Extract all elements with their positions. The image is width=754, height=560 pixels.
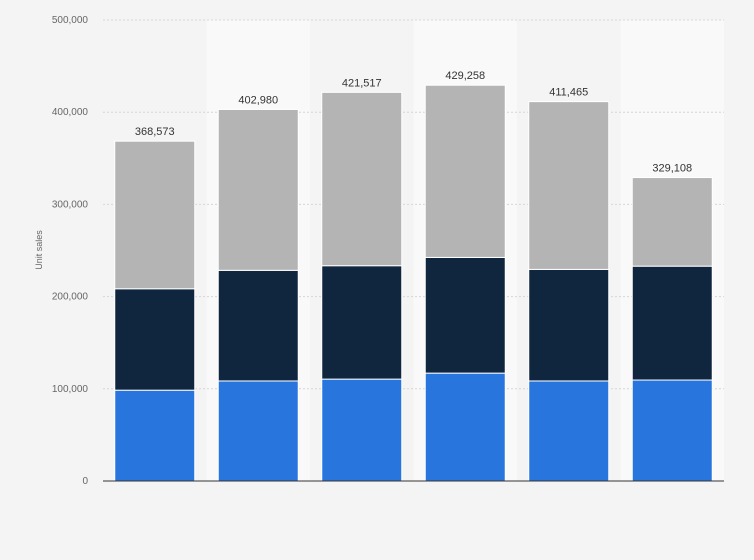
- y-tick-label: 500,000: [52, 15, 89, 26]
- bar-total-label: 411,465: [549, 87, 588, 99]
- bar-segment-series-1: [528, 380, 610, 482]
- bar-total-label: 329,108: [652, 163, 692, 175]
- bar-segment-series-1: [424, 372, 506, 482]
- gridlines: [103, 19, 724, 390]
- y-axis-ticks: 0 100,000 200,000 300,000 400,000 500,000: [52, 15, 89, 487]
- y-axis-title: Unit sales: [34, 230, 44, 270]
- bar-total-label: 368,573: [135, 126, 175, 138]
- bar-segment-series-3: [217, 108, 299, 271]
- bar-segment-series-1: [631, 379, 713, 482]
- bar-segment-series-3: [528, 101, 610, 270]
- bar-total-labels: 368,573 402,980 421,517 429,258 411,465 329,1…: [135, 70, 692, 174]
- y-tick-label: 200,000: [52, 292, 89, 303]
- bar-segment-series-2: [424, 256, 506, 374]
- bar-segment-series-2: [528, 268, 610, 382]
- bar-segment-series-2: [631, 265, 713, 381]
- bar-segment-series-3: [321, 91, 403, 267]
- bar-segment-series-2: [114, 288, 196, 391]
- bar-segment-series-3: [424, 84, 506, 258]
- bar-segment-series-1: [114, 389, 196, 482]
- bar-total-label: 429,258: [445, 70, 485, 82]
- y-tick-label: 100,000: [52, 384, 89, 395]
- bar-segment-series-1: [217, 380, 299, 482]
- y-tick-label: 0: [82, 476, 88, 487]
- bar-total-label: 402,980: [238, 94, 278, 106]
- bars: [114, 84, 713, 482]
- bar-segment-series-1: [321, 378, 403, 482]
- bar-segment-series-2: [321, 265, 403, 380]
- y-tick-label: 300,000: [52, 199, 89, 210]
- bar-total-label: 421,517: [342, 77, 382, 89]
- bar-segment-series-3: [114, 140, 196, 290]
- y-tick-label: 400,000: [52, 107, 89, 118]
- bar-segment-series-3: [631, 177, 713, 267]
- bar-segment-series-2: [217, 269, 299, 382]
